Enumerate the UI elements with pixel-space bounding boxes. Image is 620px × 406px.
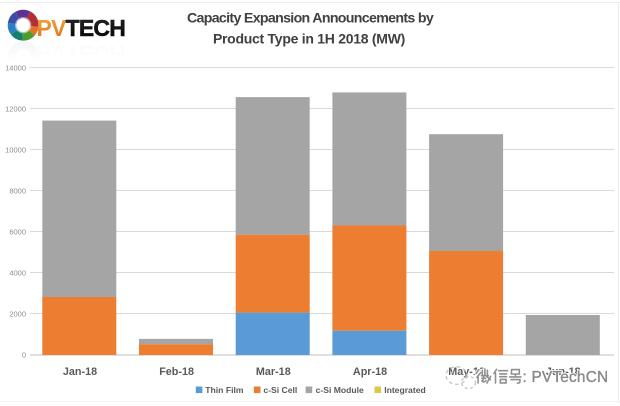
- svg-text:PVTECH: PVTECH: [37, 41, 126, 67]
- svg-text:PVTECH: PVTECH: [37, 15, 126, 41]
- svg-text:: PVTechCN: : PVTechCN: [523, 369, 609, 386]
- svg-text:Product Type in 1H 2018 (MW): Product Type in 1H 2018 (MW): [213, 30, 405, 46]
- svg-text:c-Si Cell: c-Si Cell: [263, 385, 297, 395]
- svg-text:12000: 12000: [5, 105, 26, 114]
- svg-text:May-18: May-18: [448, 366, 485, 378]
- svg-text:Thin Film: Thin Film: [205, 385, 244, 395]
- svg-text:0: 0: [22, 351, 26, 360]
- svg-text:2000: 2000: [9, 310, 26, 319]
- svg-text:Jun-18: Jun-18: [546, 366, 581, 378]
- svg-text:Mar-18: Mar-18: [256, 366, 291, 378]
- svg-text:6000: 6000: [9, 228, 26, 237]
- svg-text:Feb-18: Feb-18: [159, 366, 194, 378]
- svg-text:Apr-18: Apr-18: [353, 366, 387, 378]
- svg-text:: PVTechCN: : PVTechCN: [523, 369, 609, 386]
- svg-text:8000: 8000: [9, 187, 26, 196]
- svg-text:Capacity Expansion Announcemen: Capacity Expansion Announcements by: [187, 11, 434, 27]
- svg-text:10000: 10000: [5, 146, 26, 155]
- svg-text:Integrated: Integrated: [384, 385, 426, 395]
- svg-text:4000: 4000: [9, 269, 26, 278]
- svg-text:c-Si Module: c-Si Module: [316, 385, 364, 395]
- svg-text:Jan-18: Jan-18: [63, 366, 97, 378]
